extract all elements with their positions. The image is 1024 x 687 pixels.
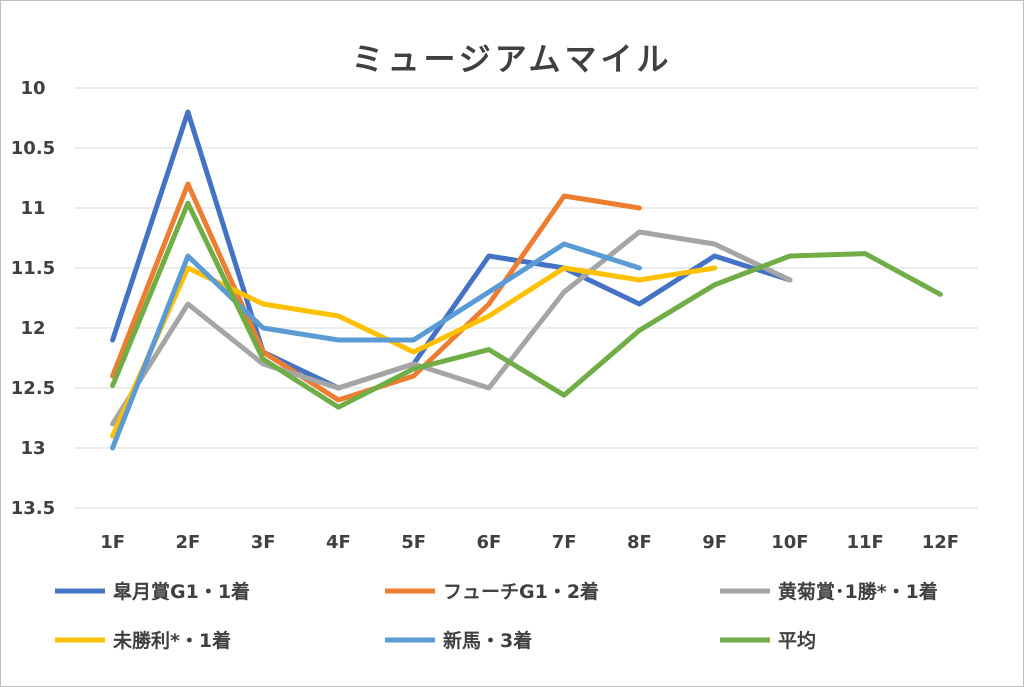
series-line-5 (110, 200, 943, 410)
y-tick-label: 10 (20, 78, 45, 99)
series-line-3 (110, 265, 718, 439)
x-axis-tick-labels: 1F 2F 3F 4F 5F 6F 7F 8F 9F 10F 11F 12F (100, 532, 959, 553)
y-tick-label: 11.5 (11, 258, 55, 279)
x-tick-label: 3F (251, 532, 276, 553)
x-tick-label: 1F (100, 532, 125, 553)
series-line-0 (110, 109, 793, 391)
series-line-2 (110, 229, 793, 427)
x-tick-label: 6F (476, 532, 501, 553)
legend-label: フューチG1・2着 (443, 580, 599, 603)
y-tick-label: 12 (20, 318, 45, 339)
y-tick-label: 12.5 (11, 378, 55, 399)
chart-title: ミュージアムマイル (351, 40, 673, 78)
x-tick-label: 2F (175, 532, 200, 553)
x-tick-label: 8F (627, 532, 652, 553)
y-tick-label: 11 (20, 198, 45, 219)
y-tick-label: 13 (20, 438, 45, 459)
x-tick-label: 5F (401, 532, 426, 553)
y-tick-label: 10.5 (11, 138, 55, 159)
x-tick-label: 12F (922, 532, 959, 553)
y-tick-label: 13.5 (11, 498, 55, 519)
legend-label: 平均 (778, 629, 816, 652)
y-axis-tick-labels: 10 10.5 11 11.5 12 12.5 13 13.5 (11, 78, 55, 519)
gridlines (75, 87, 978, 509)
legend-label: 未勝利*・1着 (112, 629, 231, 652)
legend-label: 黄菊賞･1勝*・1着 (778, 580, 938, 603)
legend-label: 皐月賞G1・1着 (113, 580, 250, 603)
x-tick-label: 7F (552, 532, 577, 553)
x-tick-label: 11F (846, 532, 883, 553)
series-lines (110, 109, 943, 451)
x-tick-label: 10F (771, 532, 808, 553)
x-tick-label: 9F (702, 532, 727, 553)
x-tick-label: 4F (326, 532, 351, 553)
series-line-4 (110, 241, 642, 451)
legend-label: 新馬・3着 (443, 629, 532, 652)
